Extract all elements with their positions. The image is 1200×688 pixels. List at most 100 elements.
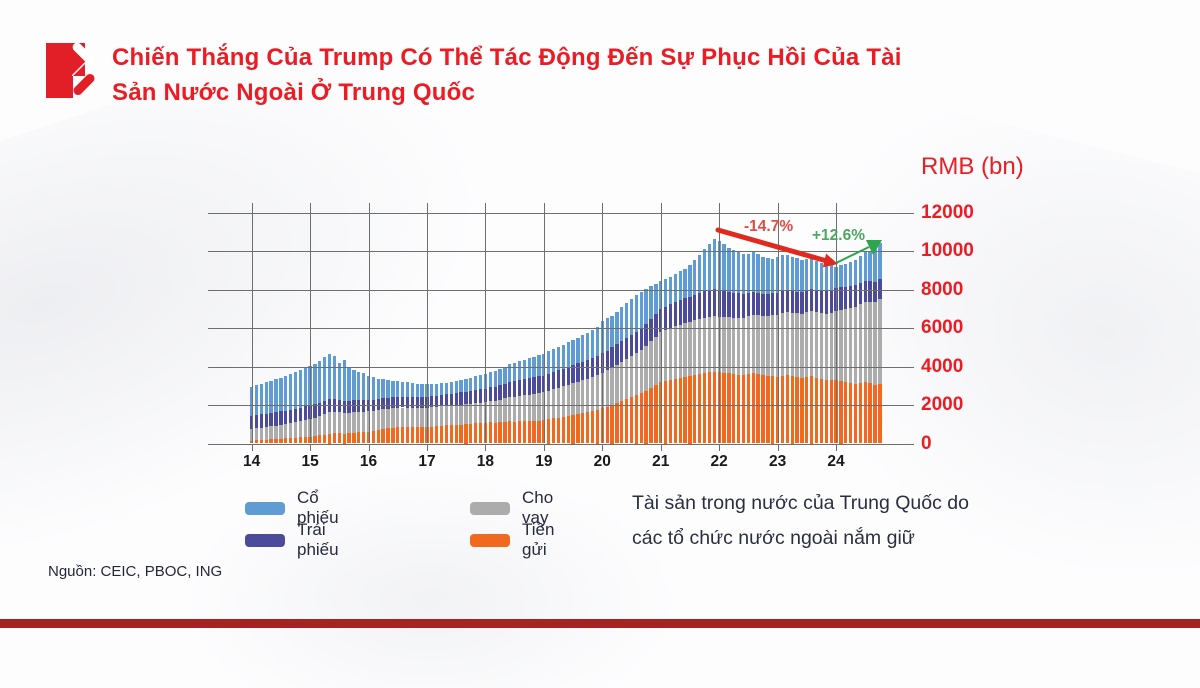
bar-segment-cổ-phiếu <box>561 344 565 369</box>
x-axis-tick <box>426 444 428 451</box>
bar-segment-tiền-gửi <box>274 439 278 444</box>
bar-segment-cổ-phiếu <box>654 284 658 314</box>
brand-logo <box>45 42 97 99</box>
bar-segment-tiền-gửi <box>279 438 283 444</box>
bar-segment-tiền-gửi <box>595 409 600 444</box>
bar-segment-tiền-gửi <box>357 432 361 444</box>
vertical-gridline <box>777 203 779 443</box>
bar-segment-trái-phiếu <box>810 289 814 311</box>
bar-segment-trái-phiếu <box>410 397 414 409</box>
bar-segment-cổ-phiếu <box>649 286 653 319</box>
bar-segment-tiền-gửi <box>654 384 658 444</box>
bar-segment-cho-vay <box>839 309 843 381</box>
bar-segment-cổ-phiếu <box>576 337 580 364</box>
bar-segment-trái-phiếu <box>707 290 712 317</box>
x-axis-tick <box>660 444 662 451</box>
bar-segment-tiền-gửi <box>430 426 434 444</box>
bar-segment-cho-vay <box>849 307 853 383</box>
bar-segment-cổ-phiếu <box>371 377 376 400</box>
bar-segment-cho-vay <box>853 306 858 384</box>
bar-segment-tiền-gửi <box>756 374 760 444</box>
bar-segment-tiền-gửi <box>459 424 463 444</box>
bar-segment-cho-vay <box>629 355 634 398</box>
bar-segment-tiền-gửi <box>785 375 789 444</box>
bar-segment-trái-phiếu <box>386 397 390 409</box>
bar-segment-trái-phiếu <box>498 385 502 400</box>
horizontal-gridline <box>208 289 914 291</box>
bar-segment-cổ-phiếu <box>269 380 273 413</box>
bar-segment-cổ-phiếu <box>288 374 293 410</box>
bar-segment-trái-phiếu <box>269 412 273 427</box>
bar-segment-trái-phiếu <box>839 287 843 310</box>
bar-segment-tiền-gửi <box>522 420 527 444</box>
bar-segment-cổ-phiếu <box>469 377 473 391</box>
bar-segment-cho-vay <box>702 317 707 374</box>
bar-segment-tiền-gửi <box>313 435 317 444</box>
x-axis-tick <box>543 444 545 451</box>
bar-segment-cho-vay <box>371 410 376 431</box>
bar-segment-cổ-phiếu <box>849 261 853 287</box>
bar-segment-cho-vay <box>293 422 298 438</box>
bar-segment-tiền-gửi <box>488 422 492 444</box>
bar-segment-cho-vay <box>561 386 565 417</box>
bar-segment-tiền-gửi <box>722 372 726 444</box>
bar-segment-cổ-phiếu <box>600 320 604 354</box>
bar-segment-trái-phiếu <box>503 383 507 399</box>
x-axis-label: 19 <box>535 453 553 470</box>
bar-segment-cổ-phiếu <box>795 258 799 292</box>
bar-segment-trái-phiếu <box>323 401 327 415</box>
x-axis-label: 18 <box>476 453 495 470</box>
bar-segment-tiền-gửi <box>581 412 585 444</box>
bar-segment-tiền-gửi <box>352 432 356 444</box>
bar-segment-trái-phiếu <box>537 376 541 394</box>
bar-segment-tiền-gửi <box>332 433 337 444</box>
bar-segment-trái-phiếu <box>517 380 522 396</box>
bar-segment-trái-phiếu <box>712 289 716 317</box>
bar-segment-cổ-phiếu <box>829 263 833 291</box>
bar-segment-cổ-phiếu <box>386 379 390 398</box>
bar-segment-cổ-phiếu <box>868 250 872 282</box>
bar-segment-trái-phiếu <box>737 293 741 318</box>
bar-segment-tiền-gửi <box>746 374 751 444</box>
bar-segment-tiền-gửi <box>634 395 639 444</box>
bar-segment-trái-phiếu <box>663 306 668 330</box>
bar-segment-cho-vay <box>581 380 585 413</box>
legend-label: Trái phiếu <box>297 520 339 559</box>
decline-annotation: -14.7% <box>744 218 794 235</box>
bar-segment-tiền-gửi <box>571 414 575 444</box>
bar-segment-cổ-phiếu <box>810 258 814 290</box>
bar-segment-cho-vay <box>571 383 575 415</box>
bar-segment-tiền-gửi <box>551 418 556 444</box>
bar-segment-tiền-gửi <box>284 438 288 444</box>
bar-segment-tiền-gửi <box>327 433 332 444</box>
chart-caption: Tài sản trong nước của Trung Quốc do các… <box>632 486 1032 556</box>
bar-segment-cổ-phiếu <box>722 243 726 292</box>
bar-segment-cổ-phiếu <box>780 254 785 292</box>
bar-segment-tiền-gửi <box>508 421 512 444</box>
bar-segment-cổ-phiếu <box>693 260 697 295</box>
bar-segment-cho-vay <box>737 317 741 375</box>
bar-segment-tiền-gửi <box>259 440 264 444</box>
bar-segment-trái-phiếu <box>352 400 356 413</box>
bar-segment-tiền-gửi <box>741 375 746 444</box>
bar-segment-cổ-phiếu <box>410 383 414 398</box>
bar-segment-cho-vay <box>595 375 600 410</box>
x-axis-label: 23 <box>768 453 787 470</box>
horizontal-gridline <box>208 366 914 368</box>
bar-segment-trái-phiếu <box>405 396 410 408</box>
bar-segment-trái-phiếu <box>698 293 702 320</box>
bar-segment-cổ-phiếu <box>683 268 687 299</box>
bar-segment-tiền-gửi <box>517 421 522 444</box>
legend-item-deposits: Tiền gửi <box>470 520 554 560</box>
bar-segment-cho-vay <box>678 324 682 379</box>
bar-segment-cho-vay <box>668 328 673 380</box>
bar-segment-cổ-phiếu <box>547 351 551 374</box>
horizontal-gridline <box>208 328 914 329</box>
bar-segment-trái-phiếu <box>800 292 804 314</box>
bar-segment-cổ-phiếu <box>474 376 478 390</box>
bar-segment-cho-vay <box>775 314 780 377</box>
bar-segment-tiền-gửi <box>439 425 444 444</box>
legend-item-bonds: Trái phiếu <box>245 520 339 560</box>
bar-segment-cho-vay <box>537 393 541 421</box>
bar-segment-trái-phiếu <box>644 323 648 346</box>
